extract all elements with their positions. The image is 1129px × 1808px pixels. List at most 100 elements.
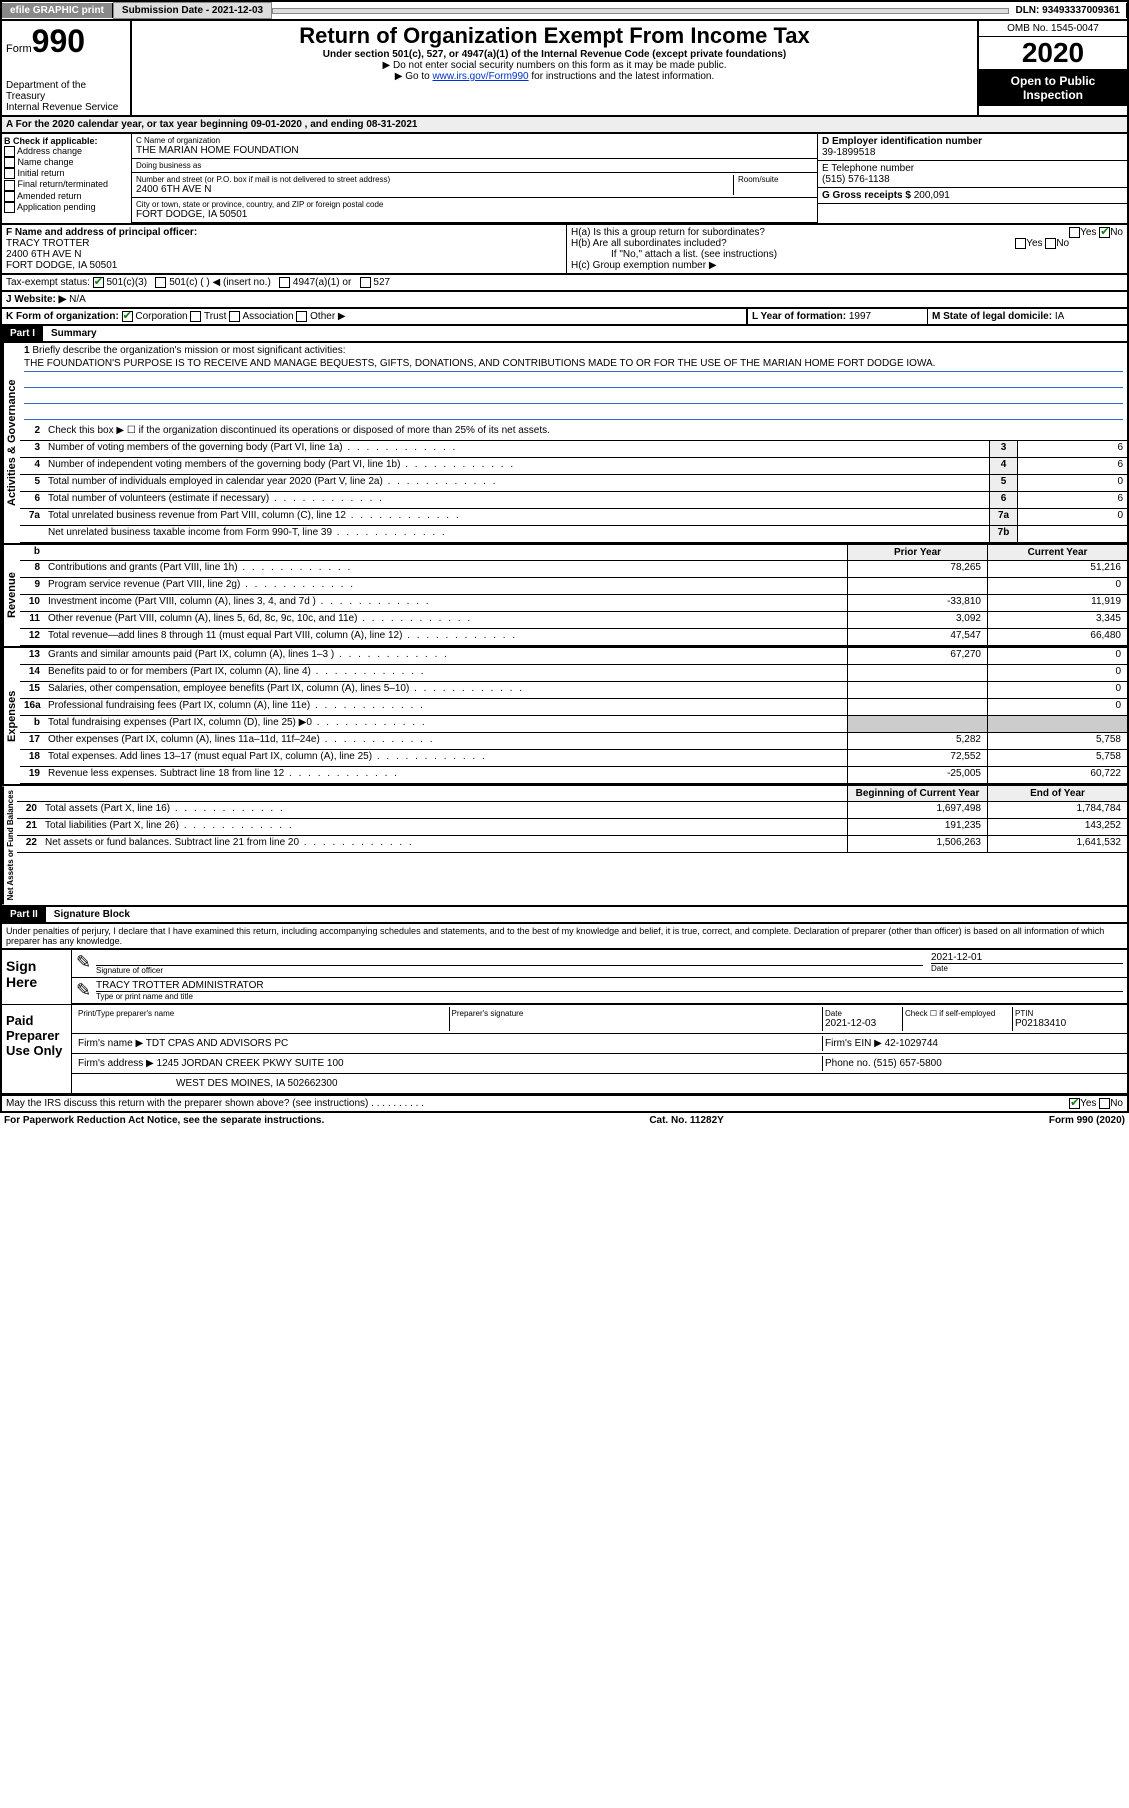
line-text: Total number of volunteers (estimate if … (44, 492, 989, 508)
box-val: 0 (1017, 509, 1127, 525)
typed-name: TRACY TROTTER ADMINISTRATOR (96, 980, 1123, 992)
line-num: 11 (20, 612, 44, 628)
hb-label: H(b) Are all subordinates included? (571, 238, 727, 249)
line-text: Total revenue—add lines 8 through 11 (mu… (44, 629, 847, 645)
line-num: b (20, 716, 44, 732)
section-bcd: B Check if applicable: Address change Na… (0, 134, 1129, 225)
money-line-b: b Total fundraising expenses (Part IX, c… (20, 716, 1127, 733)
prior-val (847, 716, 987, 732)
line-text: Benefits paid to or for members (Part IX… (44, 665, 847, 681)
box-num: 6 (989, 492, 1017, 508)
money-line-16a: 16a Professional fundraising fees (Part … (20, 699, 1127, 716)
line-text: Revenue less expenses. Subtract line 18 … (44, 767, 847, 783)
money-line-19: 19 Revenue less expenses. Subtract line … (20, 767, 1127, 784)
check-501c3[interactable] (93, 277, 104, 288)
revenue-section: Revenue b Prior Year Current Year 8 Cont… (0, 545, 1129, 648)
footer-mid: Cat. No. 11282Y (649, 1115, 723, 1126)
line-num: 19 (20, 767, 44, 783)
discuss-no[interactable] (1099, 1098, 1110, 1109)
firm-name: TDT CPAS AND ADVISORS PC (146, 1038, 288, 1049)
form-number: 990 (32, 23, 85, 59)
mission-text: THE FOUNDATION'S PURPOSE IS TO RECEIVE A… (24, 358, 1123, 372)
opt-501c3: 501(c)(3) (106, 277, 147, 288)
check-527[interactable] (360, 277, 371, 288)
check-amended[interactable]: Amended return (4, 191, 129, 202)
form-word: Form (6, 43, 32, 55)
gov-line-6: 6 Total number of volunteers (estimate i… (20, 492, 1127, 509)
footer: For Paperwork Reduction Act Notice, see … (0, 1113, 1129, 1128)
check-name[interactable]: Name change (4, 157, 129, 168)
check-trust[interactable] (190, 311, 201, 322)
tax-year: 2020 (979, 37, 1127, 70)
h-b-note: If "No," attach a list. (see instruction… (571, 249, 1123, 260)
sig-officer-label: Signature of officer (96, 966, 923, 975)
money-line-17: 17 Other expenses (Part IX, column (A), … (20, 733, 1127, 750)
check-4947[interactable] (279, 277, 290, 288)
check-501c[interactable] (155, 277, 166, 288)
gov-line-3: 3 Number of voting members of the govern… (20, 441, 1127, 458)
money-line-20: 20 Total assets (Part X, line 16) 1,697,… (17, 802, 1127, 819)
line-text: Professional fundraising fees (Part IX, … (44, 699, 847, 715)
netassets-section: Net Assets or Fund Balances Beginning of… (0, 786, 1129, 906)
firm-addr2-line: WEST DES MOINES, IA 502662300 (72, 1074, 1127, 1093)
mission-blank3 (24, 406, 1123, 420)
check-final[interactable]: Final return/terminated (4, 179, 129, 190)
line-text: Other revenue (Part VIII, column (A), li… (44, 612, 847, 628)
box-d: D Employer identification number 39-1899… (818, 134, 1127, 161)
opt-trust: Trust (204, 311, 226, 322)
revenue-content: b Prior Year Current Year 8 Contribution… (20, 545, 1127, 646)
officer-name: TRACY TROTTER (6, 238, 562, 249)
line-num: 13 (20, 648, 44, 664)
money-line-22: 22 Net assets or fund balances. Subtract… (17, 836, 1127, 853)
check-assoc[interactable] (229, 311, 240, 322)
city-value: FORT DODGE, IA 50501 (136, 209, 813, 220)
sig-officer-line: ✎ Signature of officer 2021-12-01 Date (72, 950, 1127, 978)
check-final-label: Final return/terminated (18, 179, 109, 189)
prior-val: 3,092 (847, 612, 987, 628)
self-emp: Check ☐ if self-employed (903, 1007, 1013, 1031)
line-text: Total assets (Part X, line 16) (41, 802, 847, 818)
curr-val: 0 (987, 699, 1127, 715)
line-num: 18 (20, 750, 44, 766)
check-initial[interactable]: Initial return (4, 168, 129, 179)
discuss-yes[interactable] (1069, 1098, 1080, 1109)
line-num (20, 526, 44, 542)
header-left: Form990 Department of the Treasury Inter… (2, 21, 132, 115)
line-num: 14 (20, 665, 44, 681)
ptin: P02183410 (1015, 1018, 1121, 1029)
gov-line-5: 5 Total number of individuals employed i… (20, 475, 1127, 492)
sig-date: 2021-12-01 (931, 952, 1123, 964)
box-b-label: B Check if applicable: (4, 136, 129, 146)
line-num: 5 (20, 475, 44, 491)
h-b: H(b) Are all subordinates included? Yes … (571, 238, 1123, 249)
firm-addr1: 1245 JORDAN CREEK PKWY SUITE 100 (157, 1058, 344, 1069)
efile-label: efile GRAPHIC print (2, 3, 113, 18)
mission-blank1 (24, 374, 1123, 388)
firm-addr-label: Firm's address ▶ (78, 1058, 154, 1069)
check-corp[interactable] (122, 311, 133, 322)
curr-val: 0 (987, 682, 1127, 698)
sig-officer-field[interactable] (96, 952, 923, 966)
box-k: K Form of organization: Corporation Trus… (2, 309, 747, 324)
box-val: 6 (1017, 458, 1127, 474)
check-pending[interactable]: Application pending (4, 202, 129, 213)
curr-year-hdr: Current Year (987, 545, 1127, 560)
line-text: Total expenses. Add lines 13–17 (must eq… (44, 750, 847, 766)
money-line-21: 21 Total liabilities (Part X, line 26) 1… (17, 819, 1127, 836)
org-name: THE MARIAN HOME FOUNDATION (136, 145, 813, 156)
city-row: City or town, state or province, country… (132, 198, 817, 223)
money-line-15: 15 Salaries, other compensation, employe… (20, 682, 1127, 699)
line-num: 16a (20, 699, 44, 715)
dept-treasury: Department of the Treasury Internal Reve… (6, 80, 126, 113)
governance-label: Activities & Governance (2, 343, 20, 543)
form990-link[interactable]: www.irs.gov/Form990 (432, 71, 528, 82)
firm-phone-label: Phone no. (825, 1058, 871, 1069)
officer-label: F Name and address of principal officer: (6, 227, 562, 238)
check-other[interactable] (296, 311, 307, 322)
gov-line-7a: 7a Total unrelated business revenue from… (20, 509, 1127, 526)
part2-bar: Part II Signature Block (0, 907, 1129, 924)
check-address[interactable]: Address change (4, 146, 129, 157)
ptin-label: PTIN (1015, 1009, 1121, 1018)
form-org-label: K Form of organization: (6, 311, 119, 322)
domicile-label: M State of legal domicile: (932, 311, 1052, 322)
